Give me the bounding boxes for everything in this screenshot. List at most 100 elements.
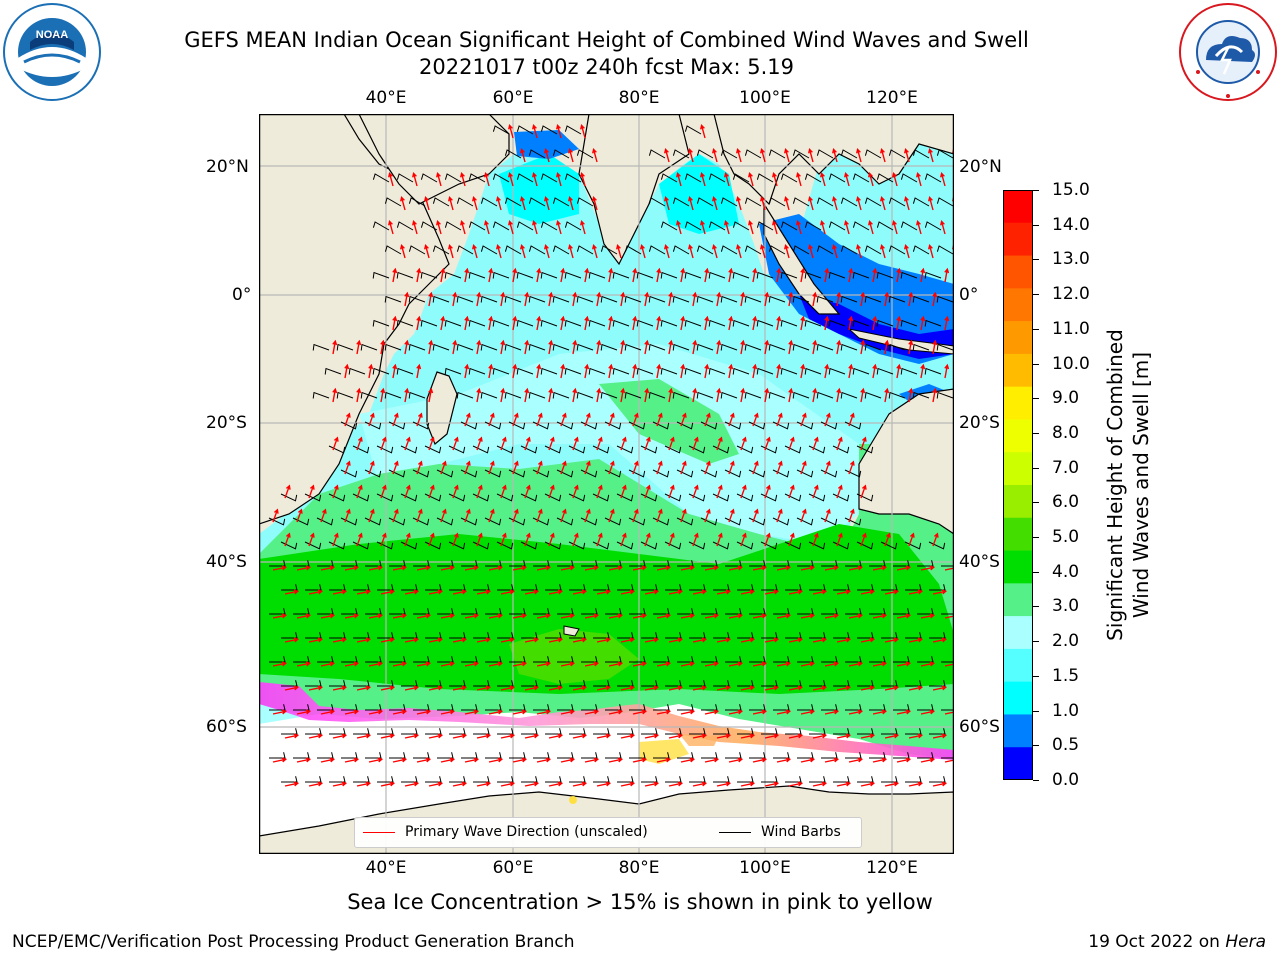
- lat-tick-right: 60°S: [959, 717, 1000, 737]
- wind-barb: [377, 680, 394, 687]
- wind-barb: [840, 343, 858, 351]
- wind-barb: [744, 295, 762, 303]
- wind-barb: [629, 608, 646, 615]
- wind-barb: [449, 632, 466, 639]
- wind-barb: [833, 680, 850, 687]
- wind-barb: [821, 752, 838, 759]
- wind-barb: [665, 776, 682, 783]
- wind-barb: [593, 584, 610, 591]
- colorbar-tick-label: 2.0: [1052, 631, 1080, 652]
- wind-barb: [293, 560, 310, 567]
- wave-direction-arrow: [524, 733, 540, 739]
- wind-barb: [749, 656, 766, 663]
- wave-direction-arrow: [440, 267, 446, 283]
- wave-direction-arrow: [488, 363, 494, 379]
- wave-direction-arrow: [740, 532, 747, 547]
- wind-barb: [917, 704, 934, 711]
- wind-barb: [353, 680, 370, 687]
- wind-barb: [312, 343, 330, 351]
- wave-direction-arrow: [404, 484, 411, 499]
- wind-barb: [425, 680, 442, 687]
- wave-direction-arrow: [572, 484, 579, 499]
- wave-direction-arrow: [824, 267, 830, 283]
- wind-barb: [545, 584, 562, 591]
- colorbar-tick-mark: [1033, 259, 1039, 261]
- wave-direction-arrow: [320, 757, 336, 763]
- wind-barb: [461, 656, 478, 663]
- wind-barb: [293, 704, 310, 711]
- wave-direction-arrow: [704, 267, 710, 283]
- wind-barb: [384, 245, 402, 255]
- wind-barb: [689, 680, 706, 687]
- wind-barb: [696, 149, 714, 159]
- wave-direction-arrow: [620, 291, 626, 307]
- wave-direction-arrow: [416, 267, 422, 283]
- wind-barb: [576, 149, 594, 159]
- wave-direction-arrow: [500, 387, 506, 403]
- wind-barb: [432, 197, 450, 207]
- wave-direction-arrow: [824, 661, 840, 667]
- wave-direction-arrow: [788, 484, 795, 499]
- wave-direction-arrow: [680, 661, 696, 667]
- africa-landmass: [259, 114, 450, 525]
- wind-barb: [905, 680, 922, 687]
- wave-direction-arrow: [632, 613, 648, 619]
- wave-direction-arrow: [680, 412, 687, 427]
- colorbar-cell: [1003, 681, 1033, 715]
- wave-direction-arrow: [496, 195, 502, 211]
- wave-direction-arrow: [548, 484, 555, 499]
- wave-direction-arrow: [308, 781, 324, 787]
- wave-direction-arrow: [644, 589, 660, 595]
- wind-barb: [521, 728, 538, 735]
- wind-barb: [936, 391, 954, 399]
- wind-barb: [473, 584, 490, 591]
- wave-direction-arrow: [904, 243, 910, 259]
- wind-barb: [761, 584, 778, 591]
- wave-direction-arrow: [508, 219, 514, 235]
- wave-direction-arrow: [668, 339, 674, 355]
- wind-barb: [504, 245, 522, 255]
- wave-direction-arrow: [560, 315, 566, 331]
- wave-direction-arrow: [940, 219, 946, 235]
- wind-barb: [492, 221, 510, 231]
- wind-barb: [629, 752, 646, 759]
- wave-direction-arrow: [344, 565, 360, 571]
- wave-direction-arrow: [392, 757, 408, 763]
- colorbar-title-line2: Wind Waves and Swell [m]: [1129, 351, 1153, 619]
- wave-direction-arrow: [824, 363, 830, 379]
- wave-direction-arrow: [440, 661, 456, 667]
- wind-barb: [444, 173, 462, 183]
- wave-direction-arrow: [472, 195, 478, 211]
- wind-barb: [857, 584, 874, 591]
- wave-direction-arrow: [332, 589, 348, 595]
- wind-barb: [468, 319, 486, 327]
- wave-direction-arrow: [776, 613, 792, 619]
- wave-direction-arrow: [860, 387, 866, 403]
- wind-barb: [768, 343, 786, 351]
- wave-direction-arrow: [580, 219, 586, 235]
- wave-direction-arrow: [572, 339, 578, 355]
- wind-barb: [444, 367, 462, 375]
- wave-direction-arrow: [416, 613, 432, 619]
- wind-barb: [305, 584, 322, 591]
- wave-direction-arrow: [404, 532, 411, 547]
- colorbar-tick-mark: [1033, 432, 1039, 434]
- wind-barb: [533, 656, 550, 663]
- wind-barb: [605, 656, 622, 663]
- wind-barb: [581, 608, 598, 615]
- wave-direction-arrow: [344, 613, 360, 619]
- wave-direction-arrow: [568, 195, 574, 211]
- wind-barb: [821, 656, 838, 663]
- wave-direction-arrow: [836, 387, 842, 403]
- wind-barb: [725, 608, 742, 615]
- wind-barb: [372, 271, 390, 279]
- wind-barb: [341, 656, 358, 663]
- wind-barb: [468, 367, 486, 375]
- colorbar-tick-label: 5.0: [1052, 527, 1080, 548]
- wave-direction-arrow: [512, 757, 528, 763]
- wind-barb: [929, 584, 946, 591]
- colorbar: [1003, 190, 1033, 780]
- colorbar-tick-mark: [1033, 363, 1039, 365]
- wind-barb: [864, 149, 882, 159]
- wind-barb: [864, 245, 882, 255]
